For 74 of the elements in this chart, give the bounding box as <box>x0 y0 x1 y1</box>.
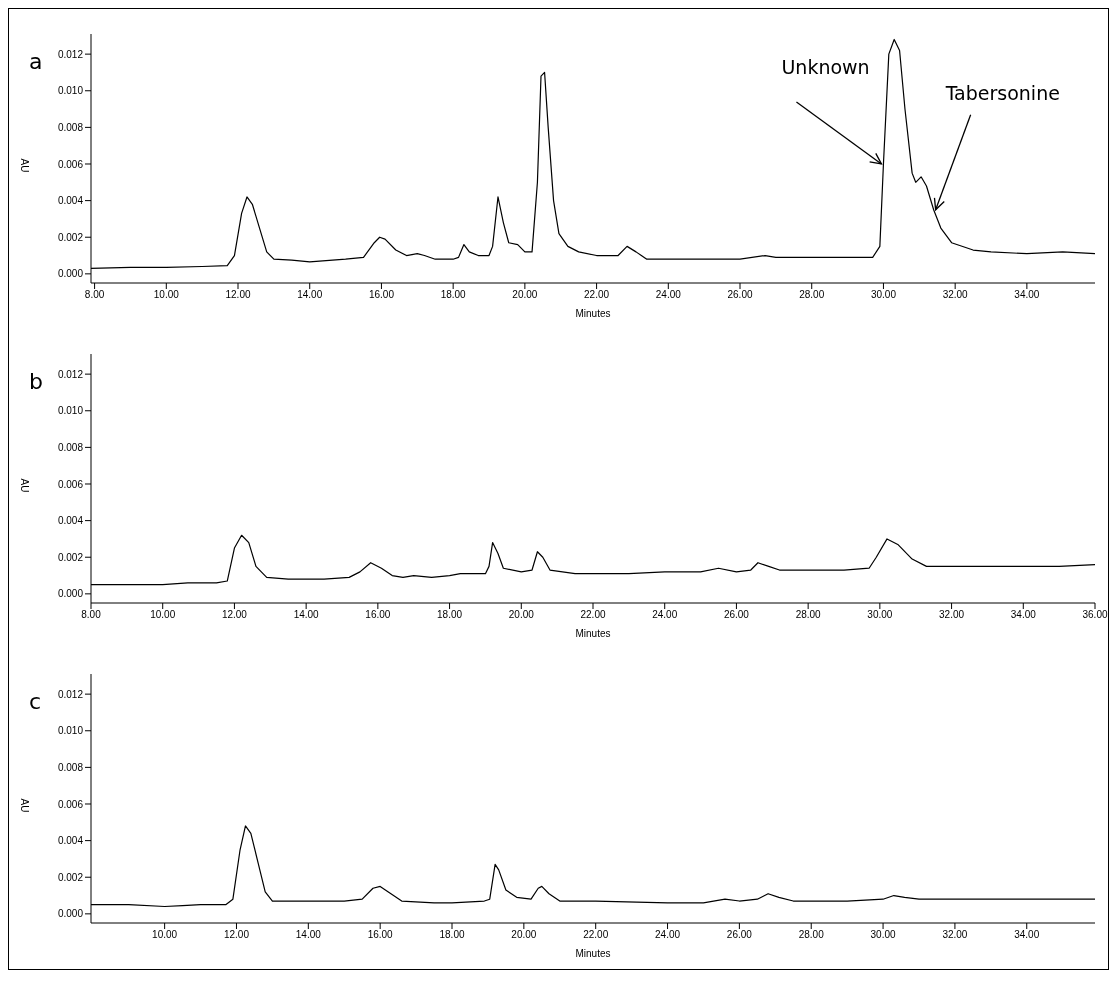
x-tick-label: 34.00 <box>1014 929 1040 941</box>
x-tick-label: 18.00 <box>437 609 463 621</box>
x-tick-label: 20.00 <box>511 929 537 941</box>
x-tick-label: 26.00 <box>727 289 753 301</box>
x-tick-label: 28.00 <box>799 289 825 301</box>
y-tick-label: 0.004 <box>57 195 84 207</box>
y-tick-label: 0.002 <box>57 231 84 243</box>
y-tick-label: 0.010 <box>57 725 84 737</box>
x-tick-label: 16.00 <box>368 289 395 301</box>
y-axis-title: AU <box>19 478 31 493</box>
y-tick-label: 0.006 <box>57 798 84 810</box>
annotation: Unknown <box>781 55 870 78</box>
y-tick-label: 0.012 <box>57 48 84 60</box>
x-tick-label: 14.00 <box>293 609 320 621</box>
y-tick-label: 0.002 <box>57 551 84 563</box>
x-tick-label: 8.00 <box>84 289 105 301</box>
x-tick-label: 24.00 <box>652 609 678 621</box>
annotation: Tabersonine <box>944 81 1060 104</box>
y-tick-label: 0.012 <box>57 688 84 700</box>
x-tick-label: 14.00 <box>297 289 323 301</box>
x-tick-label: 22.00 <box>583 929 609 941</box>
y-axis-title: AU <box>19 158 31 173</box>
y-tick-label: 0.004 <box>57 835 84 847</box>
x-tick-label: 30.00 <box>870 929 897 941</box>
y-tick-label: 0.010 <box>57 405 84 417</box>
x-tick-label: 32.00 <box>942 289 969 301</box>
y-tick-label: 0.008 <box>57 441 84 453</box>
x-tick-label: 34.00 <box>1014 289 1040 301</box>
x-tick-label: 24.00 <box>655 289 682 301</box>
x-tick-label: 18.00 <box>439 929 465 941</box>
x-tick-label: 34.00 <box>1010 609 1037 621</box>
y-tick-label: 0.008 <box>57 121 84 133</box>
x-tick-label: 16.00 <box>367 929 394 941</box>
x-tick-label: 16.00 <box>365 609 391 621</box>
y-tick-label: 0.000 <box>57 908 84 920</box>
x-tick-label: 30.00 <box>867 609 893 621</box>
x-tick-label: 24.00 <box>655 929 681 941</box>
y-tick-label: 0.006 <box>57 158 84 170</box>
y-axis-title: AU <box>19 798 31 813</box>
x-axis-title: Minutes <box>575 628 611 639</box>
x-tick-label: 22.00 <box>580 609 606 621</box>
x-tick-label: 20.00 <box>508 609 535 621</box>
x-tick-label: 28.00 <box>795 609 822 621</box>
x-tick-label: 28.00 <box>798 929 825 941</box>
x-tick-label: 32.00 <box>939 609 965 621</box>
y-tick-label: 0.006 <box>57 478 84 490</box>
x-tick-label: 26.00 <box>726 929 753 941</box>
x-axis-title: Minutes <box>575 308 611 319</box>
y-tick-label: 0.004 <box>57 515 84 527</box>
x-tick-label: 10.00 <box>152 929 178 941</box>
y-tick-label: 0.008 <box>57 761 84 773</box>
x-tick-label: 32.00 <box>942 929 968 941</box>
x-tick-label: 12.00 <box>221 609 248 621</box>
text: b <box>29 369 43 394</box>
x-axis-title: Minutes <box>575 948 611 959</box>
y-tick-label: 0.000 <box>57 268 84 280</box>
y-tick-label: 0.000 <box>57 588 84 600</box>
x-tick-label: 20.00 <box>512 289 538 301</box>
x-tick-label: 10.00 <box>153 289 180 301</box>
y-tick-label: 0.010 <box>57 85 84 97</box>
x-tick-label: 12.00 <box>225 289 251 301</box>
x-tick-label: 36.00 <box>1082 609 1108 621</box>
text: a <box>29 49 43 74</box>
x-tick-label: 8.00 <box>81 609 102 621</box>
x-tick-label: 12.00 <box>223 929 250 941</box>
y-tick-label: 0.012 <box>57 368 84 380</box>
x-tick-label: 30.00 <box>870 289 897 301</box>
y-tick-label: 0.002 <box>57 871 84 883</box>
x-tick-label: 26.00 <box>723 609 750 621</box>
x-tick-label: 22.00 <box>584 289 610 301</box>
x-tick-label: 18.00 <box>440 289 467 301</box>
x-tick-label: 14.00 <box>295 929 322 941</box>
text: c <box>29 689 42 714</box>
x-tick-label: 10.00 <box>150 609 176 621</box>
